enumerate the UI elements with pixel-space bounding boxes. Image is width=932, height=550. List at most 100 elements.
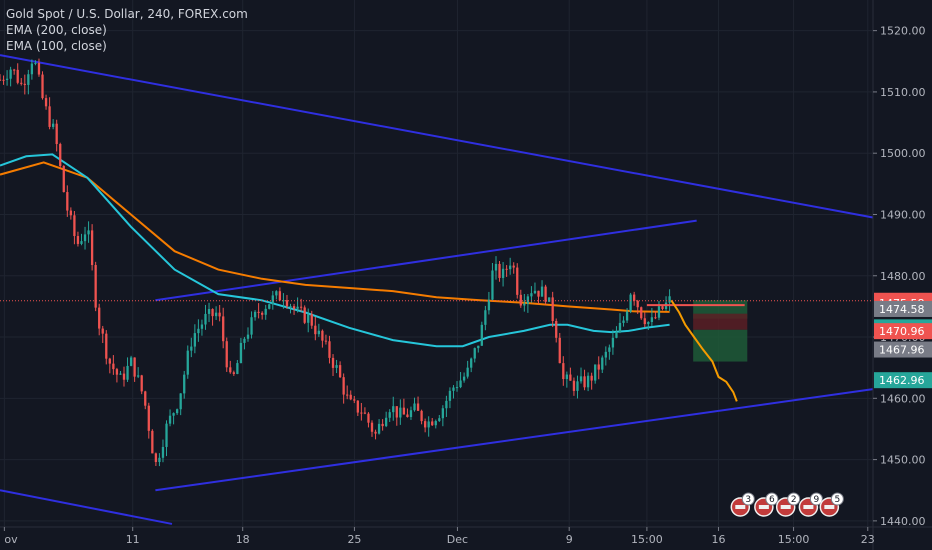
y-tick-label: 1500.00 (880, 147, 926, 160)
candle-body (661, 306, 664, 310)
candle-body (572, 380, 576, 391)
candle-body (204, 313, 207, 325)
candle-body (392, 406, 395, 413)
candle-body (324, 340, 328, 342)
candle-body (140, 375, 143, 392)
y-tick-label: 1480.00 (880, 270, 926, 283)
candle-body (473, 348, 476, 359)
candle-body (314, 325, 317, 335)
candle-body (629, 294, 632, 312)
candle-body (246, 334, 250, 339)
candle-body (292, 306, 296, 309)
candle-body (516, 267, 519, 295)
candle-body (530, 293, 533, 297)
candle-body (654, 317, 657, 319)
candle-body (144, 391, 147, 406)
candle-body (328, 341, 331, 358)
candle-body (625, 311, 629, 321)
candle-body (423, 421, 427, 428)
candle-body (296, 306, 299, 309)
candle-body (470, 358, 473, 368)
candle-body (579, 376, 583, 382)
candle-body (636, 300, 639, 308)
candle-body (278, 291, 282, 301)
candle-body (108, 358, 111, 364)
price-labels: 1475.921475.581474.581471.581470.961467.… (874, 292, 932, 389)
candle-body (275, 291, 278, 296)
candle-body (190, 346, 193, 351)
candle-body (122, 373, 126, 380)
grid (0, 0, 873, 527)
candle-body (225, 341, 228, 368)
candle-body (197, 328, 200, 334)
price-badge-label: 1470.96 (879, 325, 925, 338)
price-axis (873, 0, 932, 550)
candle-body (20, 82, 23, 84)
price-badge-label: 1467.96 (879, 344, 925, 357)
y-tick-label: 1520.00 (880, 25, 926, 38)
x-tick-label: 16 (711, 533, 725, 546)
trendline-channel-lower (155, 388, 874, 492)
candle-body (498, 263, 501, 278)
projection-path (670, 299, 738, 402)
candle-body (650, 317, 654, 322)
candle-body (268, 304, 271, 309)
legend-ema200: EMA (200, close) (6, 23, 107, 37)
candle-body (253, 311, 257, 318)
candle-body (5, 78, 9, 80)
ema-lines (0, 153, 670, 348)
candle-body (395, 406, 398, 418)
event-count-badge (787, 492, 801, 506)
position-risk-zone (693, 313, 748, 330)
candle-body (360, 412, 363, 414)
y-tick-label: 1460.00 (880, 392, 926, 405)
candle-body (112, 363, 115, 370)
position-lower-zone (693, 329, 748, 362)
candle-body (229, 367, 232, 373)
event-flag-stripe (780, 505, 791, 509)
candle-body (640, 307, 643, 319)
x-tick-label: 18 (236, 533, 250, 546)
candle-body (147, 405, 150, 431)
candle-body (512, 265, 515, 268)
candle-body (370, 422, 374, 432)
candle-body (101, 328, 104, 334)
price-badge (874, 341, 932, 358)
event-count-badge (765, 492, 779, 506)
candle-body (586, 375, 590, 388)
candle-body (487, 299, 491, 311)
event-flag-stripe (758, 505, 769, 509)
candle-body (69, 210, 73, 216)
candle-body (346, 394, 349, 396)
chart-title: Gold Spot / U.S. Dollar, 240, FOREX.com (6, 7, 248, 21)
candle-body (261, 312, 264, 315)
candle-body (13, 69, 16, 71)
candle-body (466, 367, 469, 377)
candle-body (41, 74, 44, 99)
candle-body (264, 308, 267, 315)
candle-body (87, 230, 90, 235)
candle-body (23, 83, 26, 85)
candle-body (459, 380, 462, 388)
candle-body (34, 62, 37, 64)
candle-body (236, 363, 239, 374)
candle-body (491, 270, 494, 300)
candle-body (172, 413, 175, 416)
event-icons[interactable]: 3 6 2 9 5 (730, 492, 844, 517)
candle-body (544, 286, 547, 302)
candle-body (597, 364, 600, 370)
candle-body (335, 365, 338, 368)
trendline-upper-resistance (0, 54, 874, 219)
candle-body (377, 423, 381, 434)
candle-body (51, 123, 55, 127)
event-count-label: 9 (814, 495, 820, 505)
candle-body (55, 123, 58, 145)
candle-body (126, 365, 129, 380)
candle-body (526, 296, 530, 304)
candle-body (643, 318, 646, 325)
candle-body (151, 430, 154, 454)
candle-body (416, 403, 420, 411)
candle-body (576, 381, 579, 391)
